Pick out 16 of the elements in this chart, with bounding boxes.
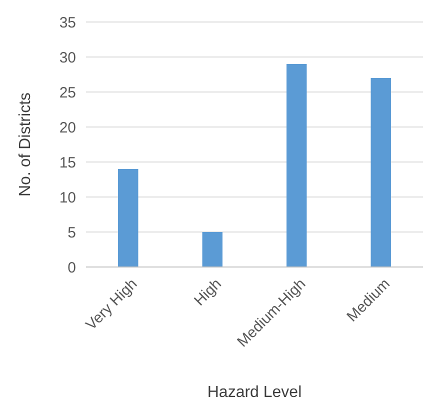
y-tick-label: 35	[59, 14, 76, 32]
y-tick-label: 30	[59, 49, 76, 66]
y-tick-label: 15	[59, 154, 76, 172]
bar	[202, 232, 222, 267]
y-tick-label: 10	[59, 189, 76, 206]
y-tick-label: 0	[68, 259, 76, 276]
x-tick-label: High	[191, 276, 225, 310]
y-tick-label: 25	[59, 84, 76, 102]
y-tick-label: 5	[68, 224, 76, 242]
y-tick-label: 20	[59, 119, 76, 136]
x-tick-label: Very High	[82, 276, 141, 334]
bar	[370, 78, 391, 267]
bar	[286, 64, 307, 267]
bar	[118, 169, 138, 267]
y-axis-title: No. of Districts	[17, 92, 34, 197]
x-axis-title: Hazard Level	[207, 384, 302, 401]
